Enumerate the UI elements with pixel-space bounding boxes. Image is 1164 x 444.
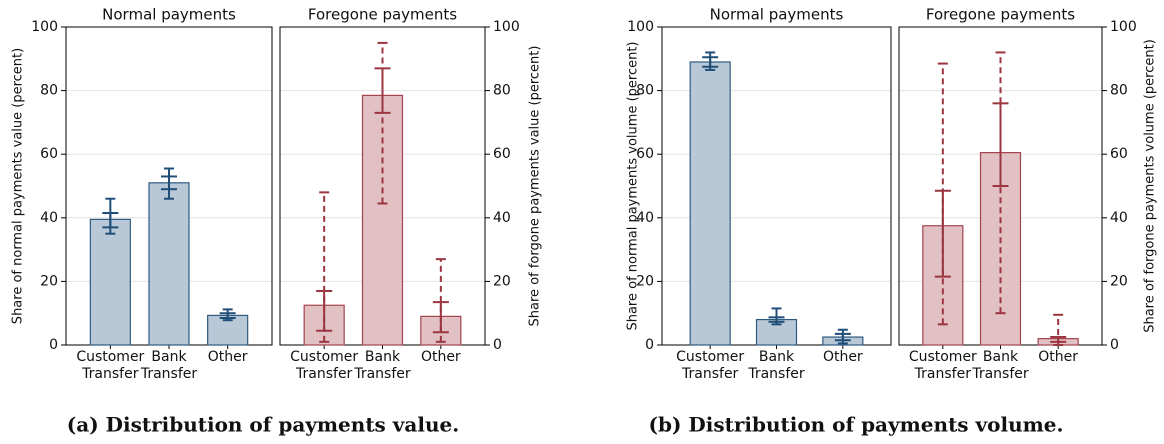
y-axis-label: Share of normal payments value (percent) bbox=[11, 48, 26, 324]
y-tick-label: 60 bbox=[1110, 146, 1128, 162]
y-axis-label: Share of forgone payments volume (percen… bbox=[1143, 39, 1158, 333]
caption: (a) Distribution of payments value. bbox=[67, 413, 459, 437]
y-tick-label: 40 bbox=[636, 210, 654, 226]
y-tick-label: 60 bbox=[636, 146, 654, 162]
panel-title: Foregone payments bbox=[308, 6, 457, 24]
y-tick-label: 40 bbox=[40, 210, 58, 226]
x-tick-label: Customer Transfer bbox=[76, 349, 144, 382]
x-tick-label: Bank Transfer bbox=[971, 349, 1029, 382]
y-tick-label: 0 bbox=[49, 337, 58, 353]
y-tick-label: 0 bbox=[1110, 337, 1119, 353]
y-tick-label: 80 bbox=[40, 83, 58, 99]
x-tick-label: Other bbox=[823, 349, 863, 365]
y-tick-label: 20 bbox=[636, 273, 654, 289]
y-tick-label: 80 bbox=[1110, 83, 1128, 99]
y-tick-label: 80 bbox=[493, 83, 511, 99]
y-tick-label: 100 bbox=[493, 19, 520, 35]
y-tick-label: 100 bbox=[31, 19, 58, 35]
y-tick-label: 20 bbox=[1110, 273, 1128, 289]
x-tick-label: Other bbox=[421, 349, 461, 365]
y-tick-label: 100 bbox=[1110, 19, 1137, 35]
y-tick-label: 80 bbox=[636, 83, 654, 99]
x-tick-label: Bank Transfer bbox=[140, 349, 198, 382]
x-tick-label: Other bbox=[208, 349, 248, 365]
x-tick-label: Bank Transfer bbox=[353, 349, 411, 382]
y-tick-label: 40 bbox=[1110, 210, 1128, 226]
y-tick-label: 0 bbox=[645, 337, 654, 353]
panel-title: Normal payments bbox=[710, 6, 844, 24]
y-axis-label: Share of forgone payments value (percent… bbox=[528, 46, 543, 327]
x-tick-label: Customer Transfer bbox=[909, 349, 977, 382]
x-tick-label: Customer Transfer bbox=[676, 349, 744, 382]
y-tick-label: 60 bbox=[493, 146, 511, 162]
x-tick-label: Bank Transfer bbox=[747, 349, 805, 382]
y-tick-label: 100 bbox=[627, 19, 654, 35]
y-tick-label: 20 bbox=[493, 273, 511, 289]
caption: (b) Distribution of payments volume. bbox=[649, 413, 1064, 437]
y-tick-label: 0 bbox=[493, 337, 502, 353]
x-tick-label: Other bbox=[1038, 349, 1078, 365]
y-tick-label: 20 bbox=[40, 273, 58, 289]
y-tick-label: 60 bbox=[40, 146, 58, 162]
bar bbox=[148, 182, 190, 346]
bar bbox=[689, 61, 731, 346]
y-tick-label: 40 bbox=[493, 210, 511, 226]
bar bbox=[89, 218, 131, 346]
panel-title: Normal payments bbox=[102, 6, 236, 24]
y-axis-label: Share of normal payments volume (percent… bbox=[626, 41, 641, 330]
x-tick-label: Customer Transfer bbox=[290, 349, 358, 382]
panel-title: Foregone payments bbox=[926, 6, 1075, 24]
